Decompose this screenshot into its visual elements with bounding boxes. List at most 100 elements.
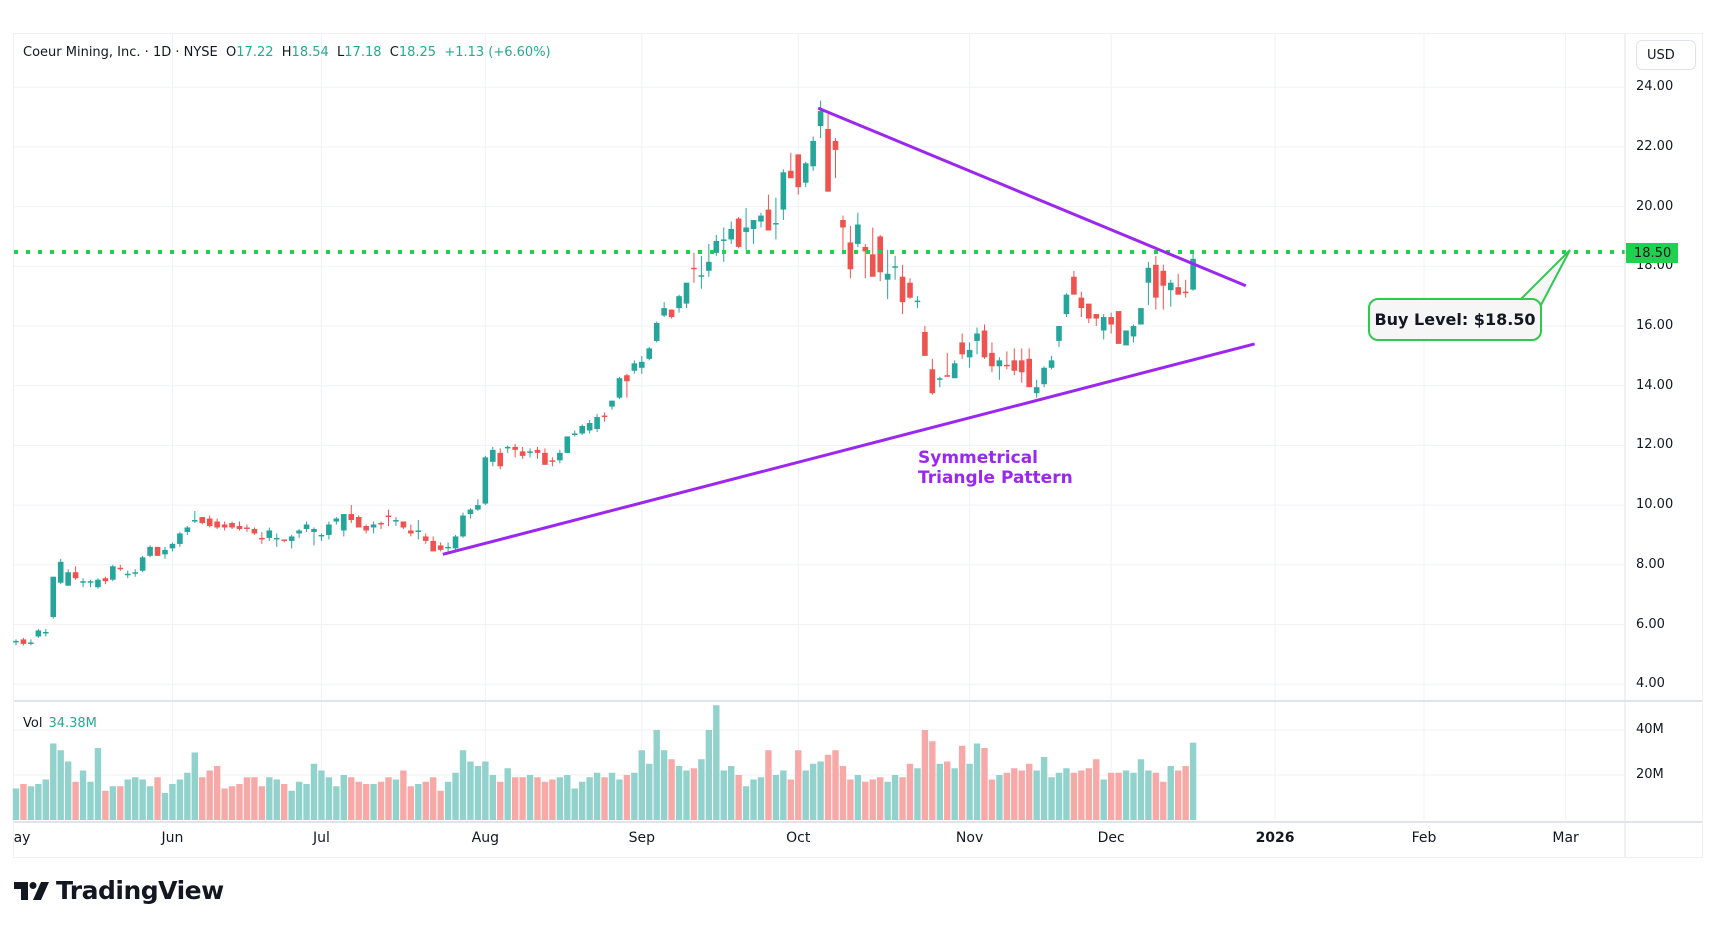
candle[interactable] bbox=[348, 505, 355, 524]
candle[interactable] bbox=[1153, 255, 1159, 310]
candle[interactable] bbox=[102, 576, 109, 585]
candle[interactable] bbox=[1018, 348, 1025, 383]
candle[interactable] bbox=[989, 342, 995, 373]
candle[interactable] bbox=[504, 445, 511, 453]
candle[interactable] bbox=[683, 282, 690, 309]
candle[interactable] bbox=[1167, 279, 1174, 307]
candle[interactable] bbox=[847, 226, 854, 279]
candle[interactable] bbox=[385, 509, 392, 526]
candle[interactable] bbox=[594, 414, 600, 432]
candle[interactable] bbox=[467, 508, 474, 519]
candle[interactable] bbox=[869, 227, 876, 277]
candle[interactable] bbox=[80, 578, 86, 588]
candle[interactable] bbox=[400, 521, 407, 529]
candle[interactable] bbox=[154, 546, 161, 556]
candle[interactable] bbox=[497, 448, 504, 470]
candle[interactable] bbox=[273, 533, 280, 547]
candle[interactable] bbox=[281, 539, 287, 543]
candle[interactable] bbox=[251, 527, 258, 535]
candle[interactable] bbox=[557, 449, 563, 464]
candle[interactable] bbox=[661, 302, 667, 318]
candle[interactable] bbox=[668, 309, 675, 319]
candle[interactable] bbox=[512, 443, 518, 458]
candle[interactable] bbox=[691, 252, 697, 283]
candle[interactable] bbox=[653, 321, 660, 343]
candle[interactable] bbox=[966, 342, 973, 368]
candle[interactable] bbox=[720, 227, 727, 262]
candle[interactable] bbox=[743, 208, 749, 250]
candle[interactable] bbox=[117, 564, 124, 571]
candle[interactable] bbox=[1175, 273, 1181, 295]
candle[interactable] bbox=[907, 278, 913, 300]
candle[interactable] bbox=[124, 570, 131, 579]
candle[interactable] bbox=[624, 373, 630, 398]
candle[interactable] bbox=[1011, 348, 1018, 376]
candle[interactable] bbox=[1078, 291, 1085, 318]
candle[interactable] bbox=[914, 296, 921, 309]
candle[interactable] bbox=[475, 499, 481, 512]
candle[interactable] bbox=[221, 521, 228, 531]
candle[interactable] bbox=[65, 569, 71, 586]
candle[interactable] bbox=[922, 326, 928, 356]
candle[interactable] bbox=[1182, 279, 1189, 298]
candle[interactable] bbox=[244, 524, 250, 532]
candle[interactable] bbox=[862, 243, 869, 279]
candle[interactable] bbox=[370, 521, 377, 534]
candle[interactable] bbox=[110, 564, 116, 582]
candle[interactable] bbox=[132, 569, 138, 577]
candle[interactable] bbox=[571, 430, 578, 437]
candle[interactable] bbox=[206, 515, 213, 528]
candle[interactable] bbox=[1093, 314, 1100, 326]
candle[interactable] bbox=[951, 360, 958, 379]
candle[interactable] bbox=[810, 136, 816, 171]
candle[interactable] bbox=[780, 169, 787, 221]
candle[interactable] bbox=[929, 358, 936, 395]
candle[interactable] bbox=[549, 457, 556, 467]
candle[interactable] bbox=[490, 446, 496, 467]
candle[interactable] bbox=[430, 536, 436, 552]
candle[interactable] bbox=[1145, 261, 1152, 306]
candle[interactable] bbox=[586, 420, 593, 434]
candle[interactable] bbox=[527, 448, 533, 458]
candle[interactable] bbox=[50, 576, 57, 619]
candle[interactable] bbox=[28, 639, 34, 646]
candle[interactable] bbox=[892, 255, 898, 280]
candle[interactable] bbox=[639, 355, 645, 374]
candle[interactable] bbox=[1048, 355, 1055, 370]
candle[interactable] bbox=[95, 578, 101, 589]
candle[interactable] bbox=[840, 215, 846, 255]
candle[interactable] bbox=[363, 524, 369, 534]
candle[interactable] bbox=[266, 527, 273, 541]
candle[interactable] bbox=[393, 517, 399, 526]
candle[interactable] bbox=[57, 558, 64, 585]
candle[interactable] bbox=[184, 525, 191, 535]
candle[interactable] bbox=[981, 324, 988, 359]
candle[interactable] bbox=[937, 376, 943, 388]
candle[interactable] bbox=[139, 555, 146, 573]
candle[interactable] bbox=[326, 521, 332, 540]
candle[interactable] bbox=[713, 234, 720, 256]
candle[interactable] bbox=[169, 542, 176, 552]
candle[interactable] bbox=[87, 579, 94, 588]
candle[interactable] bbox=[646, 346, 653, 361]
candle[interactable] bbox=[534, 446, 541, 459]
candle[interactable] bbox=[422, 533, 429, 544]
candle[interactable] bbox=[855, 212, 861, 247]
candle[interactable] bbox=[378, 521, 384, 529]
candle[interactable] bbox=[676, 294, 682, 313]
candle[interactable] bbox=[564, 436, 571, 453]
candle[interactable] bbox=[817, 100, 824, 138]
pattern-label[interactable]: Symmetrical Triangle Pattern bbox=[918, 448, 1073, 488]
candle[interactable] bbox=[1033, 379, 1040, 398]
candle[interactable] bbox=[20, 637, 27, 646]
candle[interactable] bbox=[333, 517, 340, 525]
candle[interactable] bbox=[1100, 314, 1107, 340]
candle[interactable] bbox=[616, 376, 623, 400]
candle[interactable] bbox=[579, 424, 585, 435]
candle[interactable] bbox=[1056, 326, 1062, 347]
candle[interactable] bbox=[974, 327, 980, 355]
candle[interactable] bbox=[1063, 293, 1070, 318]
candle[interactable] bbox=[1004, 351, 1010, 370]
candle[interactable] bbox=[706, 243, 712, 277]
resistance-trend-line[interactable] bbox=[817, 106, 1247, 288]
